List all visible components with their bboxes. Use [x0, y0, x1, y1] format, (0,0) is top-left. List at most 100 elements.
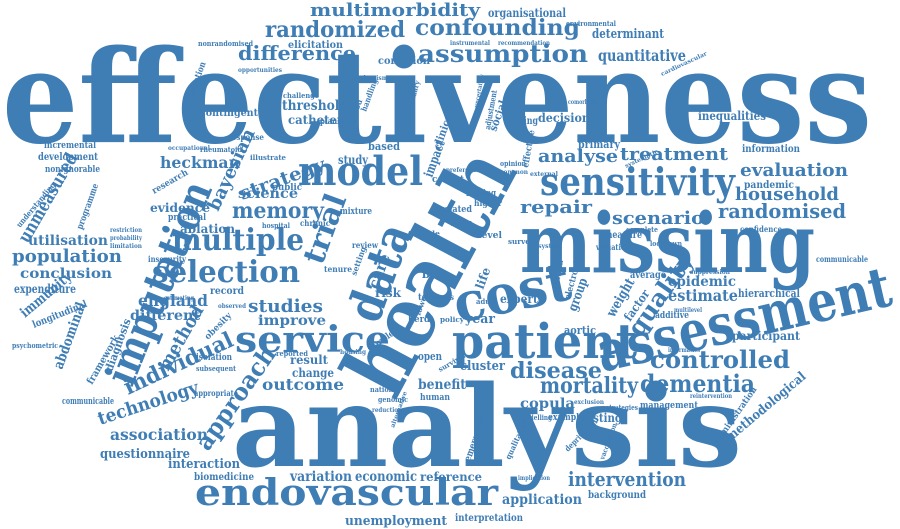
word-reference: reference	[420, 470, 482, 484]
word-evidence: evidence	[150, 201, 210, 215]
word-decision: decision	[538, 111, 590, 125]
word-communicable-2: communicable	[62, 397, 114, 407]
word-survey: survey	[508, 237, 535, 246]
word-complete: complete	[626, 225, 658, 234]
word-mortality: mortality	[540, 373, 639, 399]
word-observed: observed	[218, 303, 247, 310]
word-threshold: threshold	[282, 98, 348, 114]
word-national: national	[370, 385, 400, 394]
word-strategies: strategies	[606, 403, 638, 412]
word-catheter: catheter	[288, 113, 344, 127]
word-limitation: limitation	[110, 243, 143, 250]
word-inequalities: inequalities	[698, 109, 766, 123]
word-association: association	[110, 425, 208, 444]
word-management: management	[640, 401, 699, 411]
word-change: change	[292, 366, 334, 380]
word-reported: reported	[276, 349, 308, 358]
word-response: response	[228, 132, 264, 142]
word-open: open	[418, 350, 442, 363]
word-dementia: dementia	[640, 369, 755, 398]
word-measure: measure	[604, 230, 642, 241]
word-cohort: cohort	[432, 175, 465, 185]
word-isolation: isolation	[196, 353, 232, 363]
word-epidemic: epidemic	[668, 274, 736, 290]
word-ablation: ablation	[180, 222, 235, 236]
word-condition: condition	[378, 56, 431, 67]
word-mixture: mixture	[340, 207, 372, 217]
word-tracing: tracing	[506, 116, 538, 127]
word-questionnaire: questionnaire	[100, 447, 190, 462]
word-implication: implication	[518, 475, 551, 482]
word-suppression: suppression	[690, 269, 731, 276]
word-treatment: treatment	[620, 144, 729, 165]
word-conclusion: conclusion	[20, 266, 112, 282]
word-additive: additive	[655, 311, 689, 321]
word-memory: memory	[232, 198, 325, 224]
word-herd: herd	[408, 315, 431, 325]
word-difference: difference	[238, 41, 356, 65]
word-intervention: intervention	[568, 467, 686, 491]
word-england: england	[138, 291, 208, 310]
word-record: record	[210, 286, 244, 297]
word-practical: practical	[168, 213, 206, 223]
word-challenge: challenge	[283, 91, 320, 100]
word-informatics: informatics	[668, 347, 701, 354]
word-population: population	[12, 246, 122, 267]
word-information: information	[742, 144, 801, 155]
word-aortic: aortic	[564, 324, 596, 337]
word-preference: preference	[446, 167, 480, 174]
word-external: external	[530, 171, 559, 178]
word-estimate: estimate	[668, 286, 738, 305]
word-bias: bias	[422, 267, 448, 281]
word-randomized: randomized	[265, 17, 405, 43]
word-multiple: multiple	[172, 223, 304, 258]
word-contingent: contingent	[200, 108, 258, 119]
word-pandemic: pandemic	[744, 180, 794, 191]
word-psychometric: psychometric	[12, 341, 58, 350]
word-environmental: environmental	[566, 19, 616, 28]
word-term: term	[418, 293, 440, 303]
word-interaction: interaction	[168, 457, 240, 472]
word-primary: primary	[578, 138, 621, 151]
word-appropriate: appropriate	[194, 388, 238, 398]
word-opportunities: opportunities	[238, 67, 283, 74]
word-sensitivity: sensitivity	[540, 159, 736, 204]
word-programme: programme	[75, 182, 101, 231]
word-controlled: controlled	[650, 345, 790, 374]
word-exclusion: exclusion	[574, 399, 605, 406]
word-higher: higher	[474, 198, 503, 208]
word-multilevel: multilevel	[674, 307, 703, 314]
word-result: result	[290, 353, 328, 367]
word-lockdown: lockdown	[650, 239, 682, 248]
word-public: public	[272, 183, 302, 193]
word-housing: housing	[340, 349, 367, 356]
word-cross: cross	[432, 292, 454, 302]
word-disease: disease	[510, 358, 602, 384]
word-adult: adult	[476, 297, 497, 306]
word-communicable: communicable	[816, 254, 868, 264]
word-expenditure: expenditure	[14, 282, 76, 296]
word-example: example	[548, 413, 584, 423]
word-studies: studies	[248, 296, 323, 317]
word-illustrate: illustrate	[250, 153, 287, 162]
word-testing: testing	[582, 411, 623, 425]
word-heckman: heckman	[160, 153, 240, 172]
word-biomedicine: biomedicine	[194, 472, 254, 483]
word-system: system	[538, 243, 563, 250]
word-restriction: restriction	[110, 227, 143, 234]
word-rheumatoid: rheumatoid	[200, 145, 242, 154]
word-different: different	[130, 308, 201, 324]
word-selection: selection	[152, 255, 300, 290]
word-occupational: occupational	[168, 145, 211, 152]
word-elicitation: elicitation	[288, 40, 344, 51]
word-study: study	[338, 153, 369, 167]
word-instrumental: instrumental	[450, 40, 491, 47]
word-modelling: modelling	[520, 413, 552, 422]
word-missing: missing	[520, 196, 815, 292]
word-model: model	[298, 148, 423, 195]
word-genomic: genomic	[378, 395, 408, 404]
word-plausible: plausible	[320, 116, 356, 126]
word-average: average	[630, 270, 666, 281]
word-hospital: hospital	[262, 221, 290, 230]
word-valued: valued	[449, 221, 473, 228]
